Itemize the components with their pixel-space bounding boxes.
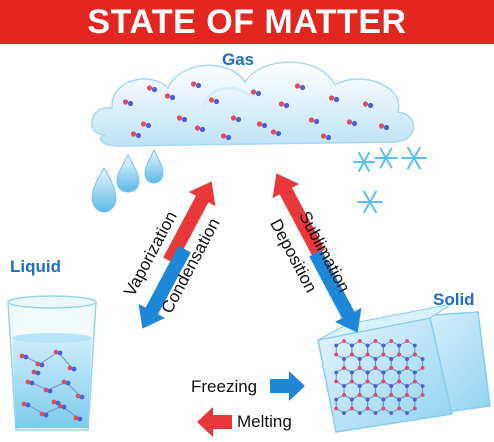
liquid-molecules xyxy=(19,349,85,422)
arrow-deposition xyxy=(309,249,362,333)
gas-label: Gas xyxy=(222,50,255,69)
melting-label: Melting xyxy=(237,412,292,431)
arrow-melting xyxy=(197,407,232,437)
freezing-label: Freezing xyxy=(191,377,258,396)
liquid-glass xyxy=(7,295,97,431)
arrow-freezing xyxy=(270,371,305,401)
arrow-condensation xyxy=(138,245,191,329)
liquid-label: Liquid xyxy=(10,257,61,276)
solid-molecule-lattice xyxy=(334,339,425,415)
page-title: STATE OF MATTER xyxy=(87,3,407,41)
gas-cloud xyxy=(91,61,415,147)
arrow-sublimation xyxy=(272,173,325,257)
snowflakes xyxy=(353,146,427,214)
solid-ice xyxy=(317,303,491,433)
gas-molecules xyxy=(122,81,390,141)
solid-label: Solid xyxy=(433,290,475,309)
raindrops xyxy=(91,148,164,213)
arrow-vaporization xyxy=(163,181,216,265)
title-banner xyxy=(0,0,494,44)
